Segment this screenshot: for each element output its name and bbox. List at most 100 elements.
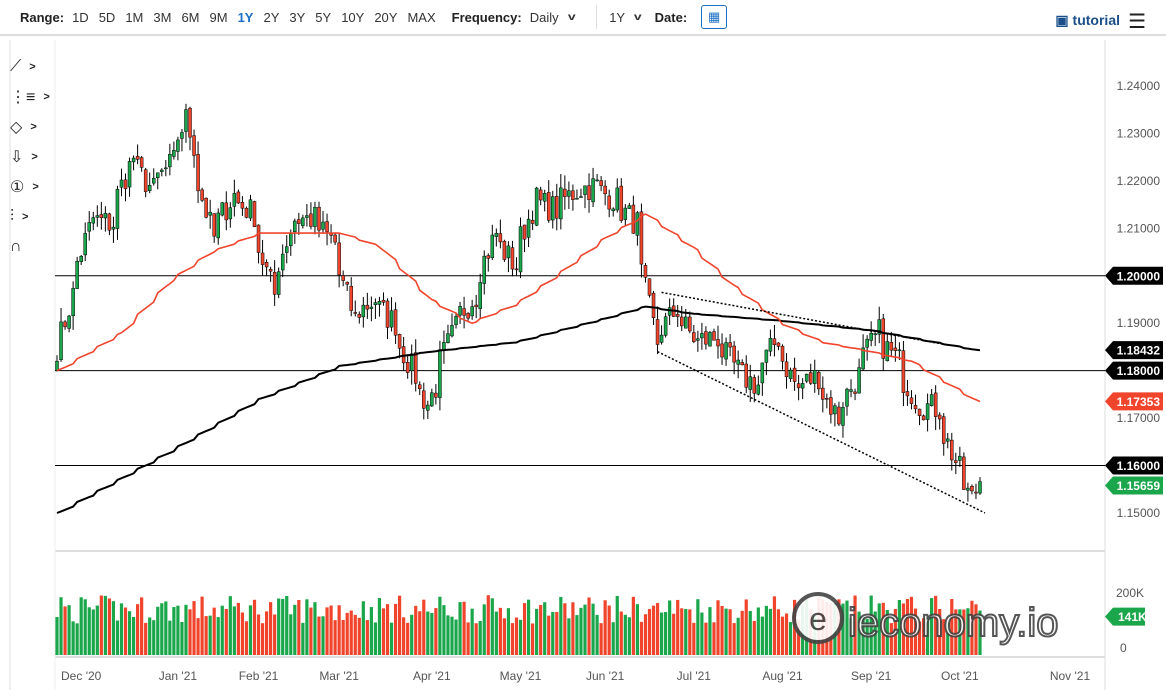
volume-bar xyxy=(752,620,756,655)
volume-bar xyxy=(978,610,982,655)
range-20y[interactable]: 20Y xyxy=(374,9,398,25)
candle xyxy=(889,331,894,358)
volume-bar xyxy=(788,622,793,655)
candle xyxy=(833,403,837,427)
candle xyxy=(240,196,245,216)
menu-icon[interactable]: ☰ xyxy=(1128,11,1146,33)
range-3y[interactable]: 3Y xyxy=(289,9,306,25)
candle xyxy=(446,324,450,344)
volume-bar xyxy=(321,616,325,655)
volume-bar xyxy=(184,604,188,655)
candle-body xyxy=(188,107,192,138)
volume-bar xyxy=(692,622,696,655)
volume-bar xyxy=(309,607,313,655)
volume-bar xyxy=(611,622,615,655)
volume-bar xyxy=(708,607,712,655)
candle xyxy=(837,401,841,427)
candle xyxy=(817,370,821,395)
volume-bar xyxy=(716,600,720,655)
period-select[interactable]: 1Y xyxy=(609,9,626,25)
candle-body xyxy=(784,361,789,378)
range-9m[interactable]: 9M xyxy=(209,9,228,25)
range-2y[interactable]: 2Y xyxy=(263,9,280,25)
volume-bar xyxy=(490,598,494,655)
candle xyxy=(373,298,378,319)
magnet-tool[interactable]: ∩ xyxy=(10,232,50,262)
volume-bar xyxy=(478,621,482,655)
candle-body xyxy=(913,404,918,410)
fibonacci-tool-icon: ⋮≡ xyxy=(10,89,36,106)
candle-body xyxy=(325,221,329,233)
measure-tool[interactable]: ⫶ > xyxy=(10,202,50,232)
chevron-right-icon[interactable]: > xyxy=(43,91,50,103)
volume-bar xyxy=(522,603,527,655)
chevron-right-icon[interactable]: > xyxy=(31,151,38,163)
candle-body xyxy=(204,197,208,218)
candle-body xyxy=(861,347,865,370)
annotation-tool[interactable]: ① > xyxy=(10,172,50,202)
candle xyxy=(559,174,563,230)
candle xyxy=(913,394,918,414)
candle-body xyxy=(381,299,386,303)
candle-body xyxy=(426,404,430,411)
range-6m[interactable]: 6M xyxy=(181,9,200,25)
tutorial-link[interactable]: ▣ tutorial xyxy=(1055,12,1120,29)
candle-body xyxy=(841,407,845,426)
candle-body xyxy=(619,185,624,221)
volume-bar xyxy=(623,614,627,655)
candle xyxy=(579,188,583,198)
candle xyxy=(143,167,148,198)
candle xyxy=(518,217,523,279)
chevron-down-icon[interactable]: v xyxy=(567,11,576,23)
shape-tool[interactable]: ◇ > xyxy=(10,112,50,142)
candle xyxy=(776,342,781,351)
candle xyxy=(679,306,684,332)
candle-body xyxy=(337,242,341,276)
range-1d[interactable]: 1D xyxy=(72,9,89,25)
candle xyxy=(353,300,358,317)
volume-bar xyxy=(329,605,333,655)
candle-body xyxy=(563,188,567,197)
candle-body xyxy=(571,190,575,200)
candle-body xyxy=(760,362,765,384)
calendar-icon[interactable]: ▦ xyxy=(701,5,728,29)
volume-bar xyxy=(152,620,156,655)
candle xyxy=(345,281,349,292)
candle-body xyxy=(353,312,358,314)
frequency-select[interactable]: Daily xyxy=(529,9,559,25)
candle-body xyxy=(732,345,736,363)
range-1m[interactable]: 1M xyxy=(125,9,144,25)
line-tool[interactable]: ⟋ > xyxy=(10,52,50,82)
candle xyxy=(970,484,974,495)
range-1y[interactable]: 1Y xyxy=(237,9,254,25)
chevron-down-icon[interactable]: v xyxy=(633,11,642,23)
candle-body xyxy=(127,161,132,188)
candle-body xyxy=(418,384,422,389)
chevron-right-icon[interactable]: > xyxy=(22,211,29,223)
volume-bar xyxy=(256,614,261,655)
watermark-circle xyxy=(792,592,844,644)
candle-body xyxy=(365,304,370,310)
candle xyxy=(357,311,362,324)
range-3m[interactable]: 3M xyxy=(153,9,172,25)
arrow-tool[interactable]: ⇩ > xyxy=(10,142,50,172)
volume-bar xyxy=(748,610,752,655)
volume-bar xyxy=(547,615,551,655)
chevron-right-icon[interactable]: > xyxy=(32,181,39,193)
range-10y[interactable]: 10Y xyxy=(341,9,365,25)
volume-bar xyxy=(764,605,768,655)
candle-body xyxy=(555,196,559,219)
range-5d[interactable]: 5D xyxy=(98,9,116,25)
chevron-right-icon[interactable]: > xyxy=(29,61,36,73)
range-max[interactable]: MAX xyxy=(407,9,436,25)
chevron-right-icon[interactable]: > xyxy=(30,121,37,133)
candle xyxy=(67,314,71,333)
fibonacci-tool[interactable]: ⋮≡ > xyxy=(10,82,50,112)
candle-body xyxy=(466,312,470,319)
candle xyxy=(885,334,890,362)
range-5y[interactable]: 5Y xyxy=(315,9,332,25)
candle-body xyxy=(921,415,926,421)
candle xyxy=(671,298,676,317)
volume-bar xyxy=(672,613,676,655)
